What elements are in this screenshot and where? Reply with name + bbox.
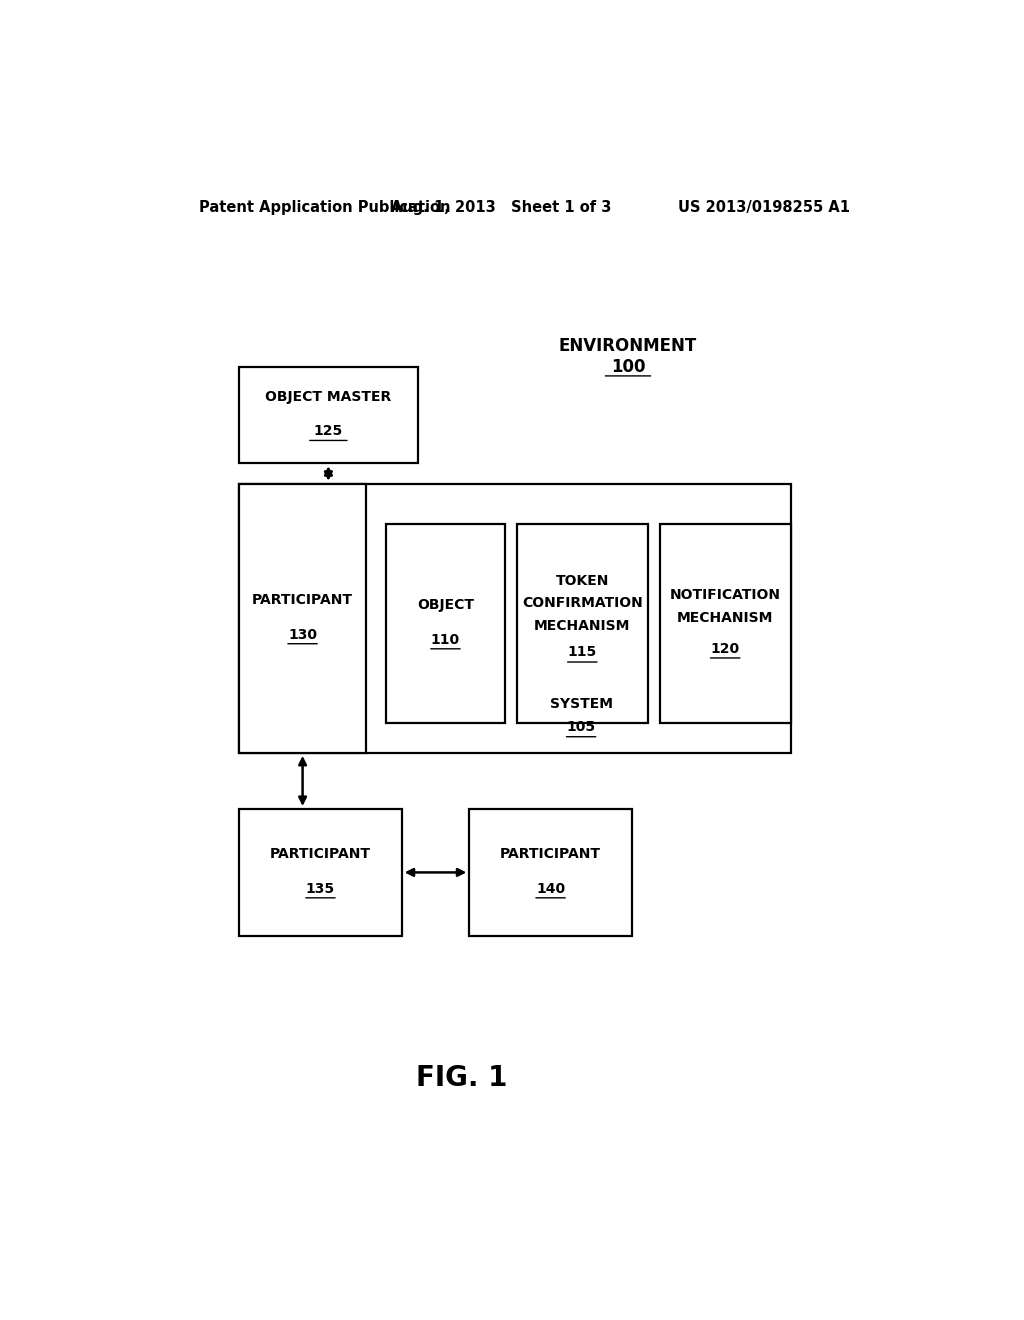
Text: TOKEN: TOKEN: [556, 574, 609, 587]
Text: 110: 110: [431, 632, 460, 647]
Text: 115: 115: [567, 645, 597, 659]
Bar: [659, 524, 791, 722]
Text: PARTICIPANT: PARTICIPANT: [252, 593, 353, 607]
Text: Aug. 1, 2013   Sheet 1 of 3: Aug. 1, 2013 Sheet 1 of 3: [391, 199, 611, 215]
Text: ENVIRONMENT: ENVIRONMENT: [559, 338, 697, 355]
Bar: [240, 367, 418, 463]
Bar: [240, 483, 367, 752]
Text: PARTICIPANT: PARTICIPANT: [270, 847, 371, 861]
Text: FIG. 1: FIG. 1: [416, 1064, 507, 1092]
Text: 140: 140: [536, 882, 565, 896]
Text: 125: 125: [313, 424, 343, 438]
Text: US 2013/0198255 A1: US 2013/0198255 A1: [678, 199, 850, 215]
Text: 105: 105: [566, 719, 596, 734]
Text: 130: 130: [288, 627, 317, 642]
Bar: [517, 524, 648, 722]
Text: 100: 100: [610, 358, 645, 376]
Text: MECHANISM: MECHANISM: [677, 611, 773, 626]
Text: OBJECT MASTER: OBJECT MASTER: [265, 389, 391, 404]
Text: OBJECT: OBJECT: [417, 598, 474, 612]
Text: CONFIRMATION: CONFIRMATION: [522, 597, 643, 610]
Bar: [469, 809, 632, 936]
Text: 120: 120: [711, 642, 739, 656]
Bar: [386, 524, 505, 722]
Text: SYSTEM: SYSTEM: [550, 697, 612, 711]
Text: 135: 135: [306, 882, 335, 896]
Bar: [240, 483, 791, 752]
Text: NOTIFICATION: NOTIFICATION: [670, 587, 780, 602]
Text: MECHANISM: MECHANISM: [535, 619, 631, 634]
Text: Patent Application Publication: Patent Application Publication: [200, 199, 451, 215]
Text: PARTICIPANT: PARTICIPANT: [500, 847, 601, 861]
Bar: [240, 809, 401, 936]
